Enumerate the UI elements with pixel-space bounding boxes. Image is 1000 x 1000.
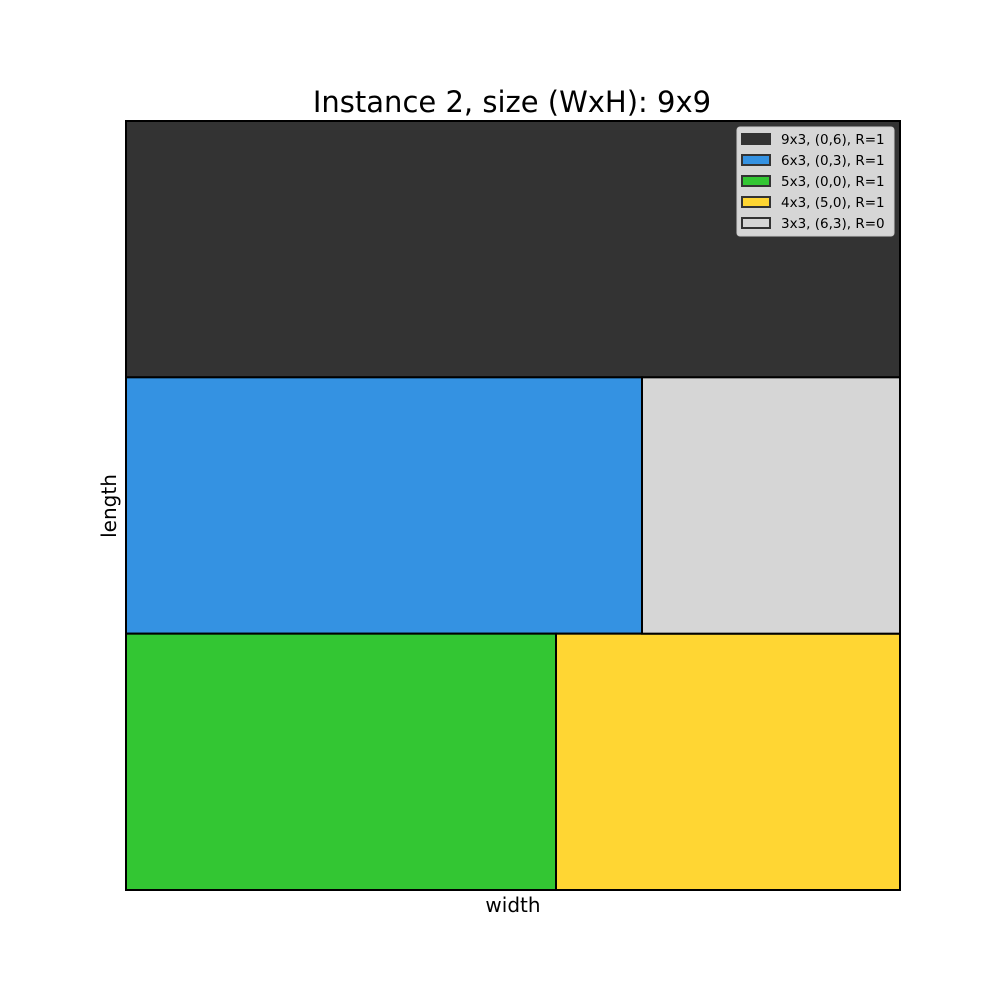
packed-rect-2 [125,376,643,635]
legend-swatch-3 [741,175,771,187]
legend-swatch-4 [741,196,771,208]
packed-rect-3 [125,632,557,892]
legend: 9x3, (0,6), R=1 6x3, (0,3), R=1 5x3, (0,0)… [736,126,895,237]
legend-label-4: 4x3, (5,0), R=1 [781,195,885,211]
legend-label-1: 9x3, (0,6), R=1 [781,132,885,148]
legend-swatch-2 [741,154,771,166]
legend-label-3: 5x3, (0,0), R=1 [781,174,885,190]
chart-title: Instance 2, size (WxH): 9x9 [313,85,711,119]
legend-frame [736,126,895,237]
legend-swatch-5 [741,217,771,229]
legend-label-5: 3x3, (6,3), R=0 [781,216,885,232]
packed-rect-4 [555,632,901,892]
legend-swatch-1 [741,133,771,145]
packed-rect-5 [641,376,901,635]
x-axis-label: width [485,893,540,917]
legend-label-2: 6x3, (0,3), R=1 [781,153,885,169]
y-axis-label: length [97,474,121,538]
legend-items: 9x3, (0,6), R=1 6x3, (0,3), R=1 5x3, (0,0)… [741,132,885,232]
plot-frame [125,120,901,891]
